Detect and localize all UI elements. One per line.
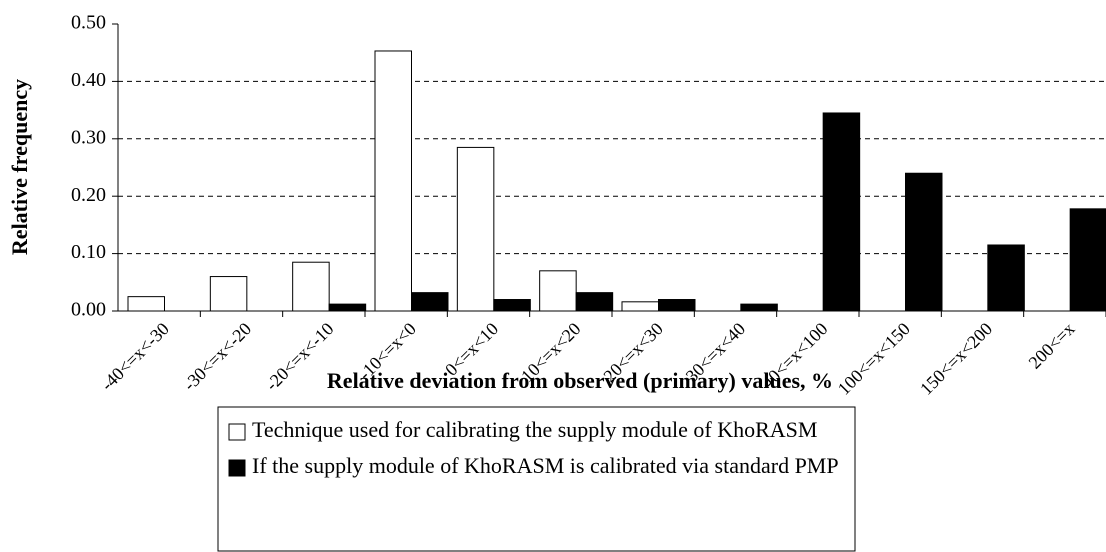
y-tick-label: 0.30 (71, 126, 106, 148)
bar (822, 112, 861, 312)
legend-swatch (228, 459, 246, 477)
y-tick-label: 0.20 (71, 184, 106, 206)
bar (987, 244, 1025, 312)
legend-swatch (228, 423, 246, 441)
y-axis-title: Relative frequency (7, 79, 32, 255)
x-tick-label: -40<=x<-30 (97, 319, 173, 395)
bar (374, 50, 412, 312)
y-tick-label: 0.10 (71, 241, 106, 263)
bar (1069, 208, 1106, 312)
legend-label: If the supply module of KhoRASM is calib… (252, 453, 839, 478)
bar (127, 296, 165, 312)
x-tick-label: 150<=x<200 (916, 319, 996, 399)
bar (209, 276, 248, 312)
bar (575, 292, 614, 312)
legend-box (217, 406, 856, 552)
bar (905, 172, 943, 312)
bar (493, 299, 531, 312)
x-tick-label: -30<=x<-20 (179, 319, 255, 395)
legend-label: Technique used for calibrating the suppl… (252, 417, 817, 442)
bar (456, 146, 495, 312)
bar (292, 261, 330, 312)
y-tick-label: 0.50 (71, 12, 106, 34)
bar (411, 292, 449, 312)
bar (740, 303, 778, 312)
x-tick-label: 200<=x (1025, 319, 1079, 373)
bar (658, 299, 696, 312)
x-tick-label: 100<=x<150 (834, 319, 914, 399)
y-tick-label: 0.40 (71, 69, 106, 91)
bar (539, 270, 577, 312)
bar (621, 301, 659, 312)
y-tick-label: 0.00 (71, 299, 106, 321)
bar (328, 303, 367, 312)
x-axis-title: Relative deviation from observed (primar… (327, 368, 833, 393)
